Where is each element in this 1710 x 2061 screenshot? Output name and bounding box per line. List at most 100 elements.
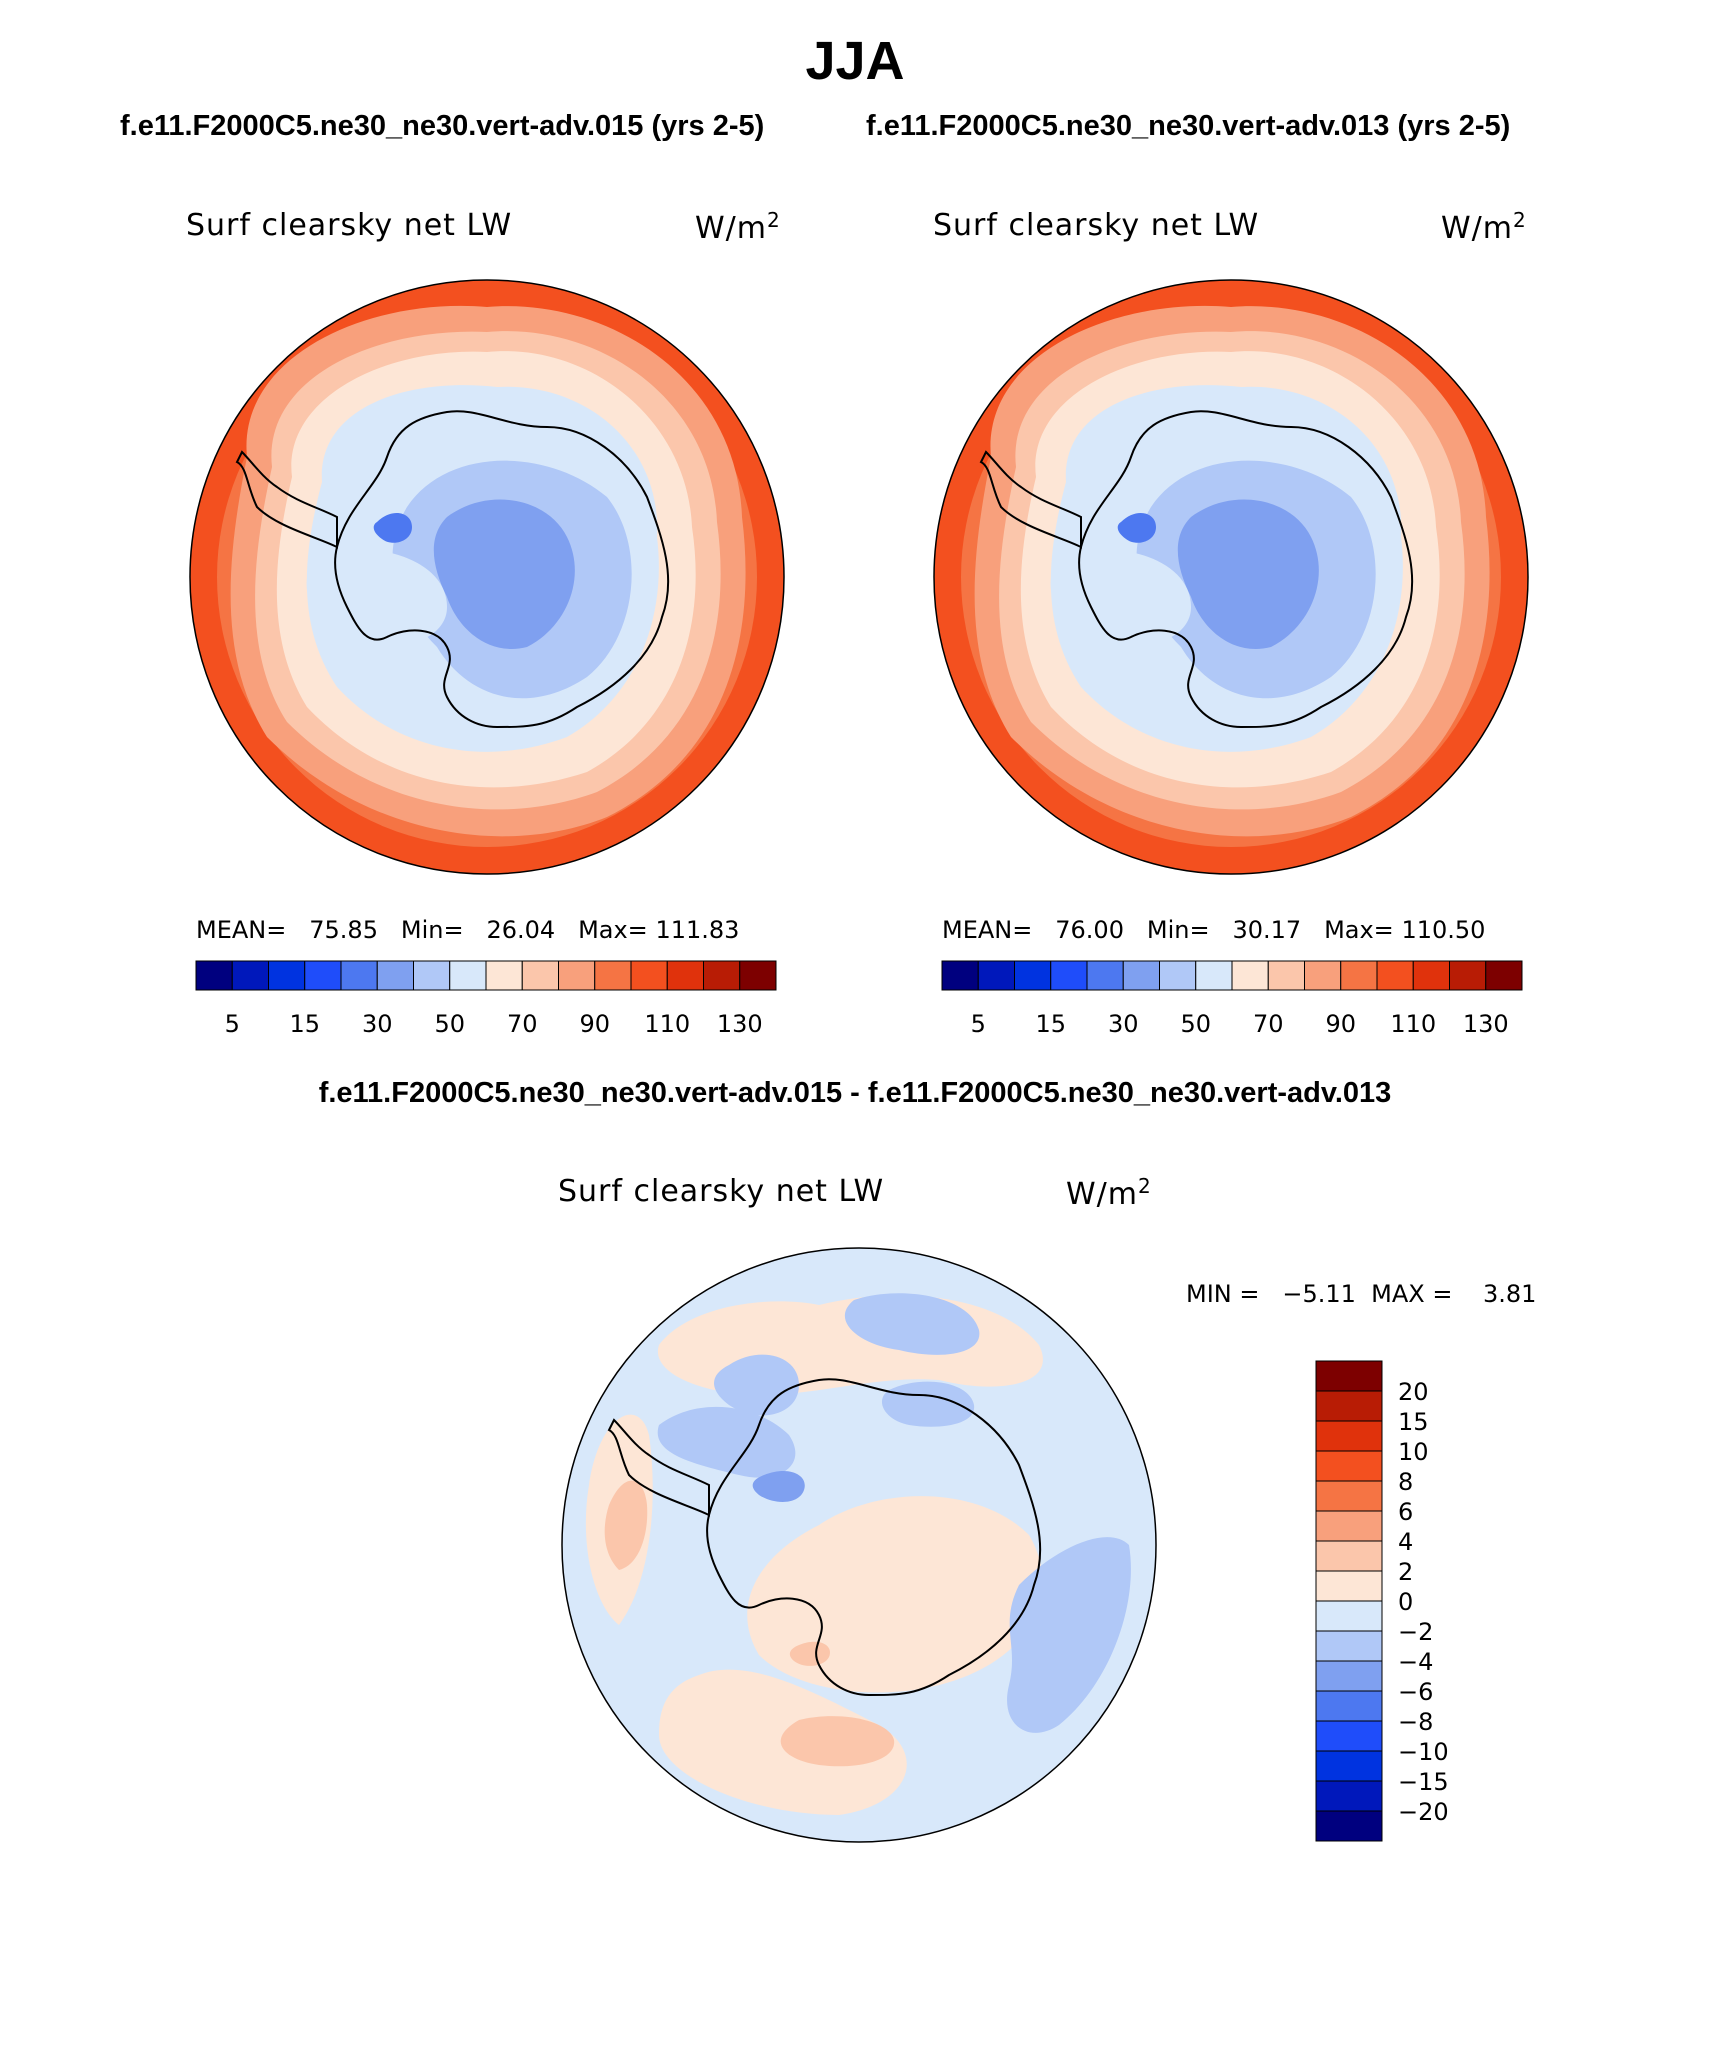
case2-colorbar-swatch [1340, 960, 1378, 991]
diff-colorbar-swatch [1315, 1540, 1383, 1572]
case2-colorbar-tick-label: 15 [1035, 1010, 1066, 1038]
diff-colorbar-swatch [1315, 1450, 1383, 1482]
diff-map [561, 1247, 1157, 1843]
diff-colorbar-swatch [1315, 1720, 1383, 1752]
case1-colorbar-swatch [739, 960, 777, 991]
diff-colorbar-swatch [1315, 1810, 1383, 1842]
case2-colorbar-swatch [1050, 960, 1088, 991]
case2-units-exp: 2 [1513, 208, 1527, 232]
case1-colorbar-swatch [630, 960, 668, 991]
diff-stats: MIN = −5.11 MAX = 3.81 [1186, 1280, 1537, 1308]
case2-colorbar-swatch [1376, 960, 1414, 991]
diff-colorbar-tick-label: 20 [1398, 1378, 1429, 1406]
diff-colorbar-swatch [1315, 1360, 1383, 1392]
diff-colorbar-tick-label: −8 [1398, 1708, 1433, 1736]
diff-colorbar-tick-label: −15 [1398, 1768, 1449, 1796]
diff-units-exp: 2 [1138, 1174, 1152, 1198]
case1-colorbar-swatch [521, 960, 559, 991]
case1-colorbar: 5 15 30 50 70 90 110 130 [195, 960, 777, 1038]
diff-colorbar-tick-label: −2 [1398, 1618, 1433, 1646]
case2-colorbar-swatch [1231, 960, 1269, 991]
case2-colorbar-swatch [1412, 960, 1450, 991]
case2-colorbar-swatch [977, 960, 1015, 991]
case1-units: W/m [695, 211, 767, 246]
diff-units-label: W/m2 [1066, 1174, 1152, 1212]
case2-colorbar-tick-label: 70 [1253, 1010, 1284, 1038]
case1-colorbar-swatch [376, 960, 414, 991]
case2-mean-label: MEAN= [942, 916, 1033, 944]
case2-map [933, 279, 1529, 875]
case1-colorbar-tick-label: 90 [579, 1010, 610, 1038]
case2-colorbar-tick-label: 110 [1390, 1010, 1436, 1038]
case1-colorbar-swatch [304, 960, 342, 991]
diff-units: W/m [1066, 1177, 1138, 1212]
case2-max-value: 110.50 [1401, 916, 1486, 944]
case2-max-label: Max= [1324, 916, 1394, 944]
diff-colorbar-tick-label: 0 [1398, 1588, 1413, 1616]
case2-mean-value: 76.00 [1055, 916, 1124, 944]
case1-colorbar-tick-label: 50 [434, 1010, 465, 1038]
case2-title: f.e11.F2000C5.ne30_ne30.vert-adv.013 (yr… [866, 110, 1511, 142]
case2-stats: MEAN= 76.00 Min= 30.17 Max= 110.50 [942, 916, 1485, 944]
diff-colorbar-swatch [1315, 1600, 1383, 1632]
case1-colorbar-swatch [195, 960, 233, 991]
diff-colorbar-tick-label: 2 [1398, 1558, 1413, 1586]
diff-colorbar-swatch [1315, 1480, 1383, 1512]
case1-stats: MEAN= 75.85 Min= 26.04 Max= 111.83 [196, 916, 739, 944]
case2-colorbar-swatch [1304, 960, 1342, 991]
case1-min-value: 26.04 [486, 916, 556, 944]
case2-colorbar: 5 15 30 50 70 90 110 130 [941, 960, 1523, 1038]
diff-colorbar-swatch [1315, 1390, 1383, 1422]
case2-units-label: W/m2 [1441, 208, 1527, 246]
case1-colorbar-tick-label: 70 [507, 1010, 538, 1038]
case2-colorbar-swatch [1159, 960, 1197, 991]
figure-title: JJA [805, 31, 905, 91]
diff-colorbar-tick-label: 4 [1398, 1528, 1413, 1556]
diff-colorbar-swatch [1315, 1420, 1383, 1452]
case1-colorbar-tick-label: 110 [644, 1010, 690, 1038]
diff-colorbar-tick-label: −6 [1398, 1678, 1433, 1706]
diff-colorbar-tick-label: −10 [1398, 1738, 1449, 1766]
case1-units-label: W/m2 [695, 208, 781, 246]
case1-colorbar-swatch [703, 960, 741, 991]
diff-colorbar-tick-label: 6 [1398, 1498, 1413, 1526]
case1-max-label: Max= [578, 916, 648, 944]
case2-variable-label: Surf clearsky net LW [933, 208, 1260, 243]
diff-colorbar-swatch [1315, 1690, 1383, 1722]
case2-colorbar-swatch [1267, 960, 1305, 991]
case2-colorbar-tick-label: 50 [1180, 1010, 1211, 1038]
case1-max-value: 111.83 [655, 916, 740, 944]
case1-colorbar-swatch [231, 960, 269, 991]
diff-colorbar-tick-label: −4 [1398, 1648, 1433, 1676]
case1-colorbar-swatch [558, 960, 596, 991]
case1-colorbar-swatch [594, 960, 632, 991]
case2-colorbar-tick-label: 130 [1463, 1010, 1509, 1038]
case1-colorbar-swatch [485, 960, 523, 991]
case2-colorbar-swatch [1195, 960, 1233, 991]
case1-colorbar-swatch [666, 960, 704, 991]
diff-colorbar-swatch [1315, 1570, 1383, 1602]
case2-units: W/m [1441, 211, 1513, 246]
case1-mean-label: MEAN= [196, 916, 287, 944]
diff-colorbar-swatch [1315, 1630, 1383, 1662]
case1-colorbar-tick-label: 5 [225, 1010, 240, 1038]
case1-map [189, 279, 785, 875]
case1-mean-value: 75.85 [309, 916, 378, 944]
case2-colorbar-swatch [941, 960, 979, 991]
diff-colorbar-swatch [1315, 1510, 1383, 1542]
case1-colorbar-swatch [268, 960, 306, 991]
case1-colorbar-swatch [413, 960, 451, 991]
diff-colorbar-swatch [1315, 1750, 1383, 1782]
case2-colorbar-tick-label: 5 [971, 1010, 986, 1038]
diff-colorbar-swatch [1315, 1780, 1383, 1812]
case2-colorbar-swatch [1086, 960, 1124, 991]
case1-title: f.e11.F2000C5.ne30_ne30.vert-adv.015 (yr… [120, 110, 765, 142]
diff-colorbar-tick-label: 8 [1398, 1468, 1413, 1496]
case2-min-value: 30.17 [1232, 916, 1302, 944]
case2-colorbar-tick-label: 30 [1108, 1010, 1139, 1038]
diff-title: f.e11.F2000C5.ne30_ne30.vert-adv.015 - f… [318, 1077, 1392, 1109]
case2-colorbar-swatch [1014, 960, 1052, 991]
case1-variable-label: Surf clearsky net LW [186, 208, 513, 243]
diff-colorbar-swatch [1315, 1660, 1383, 1692]
